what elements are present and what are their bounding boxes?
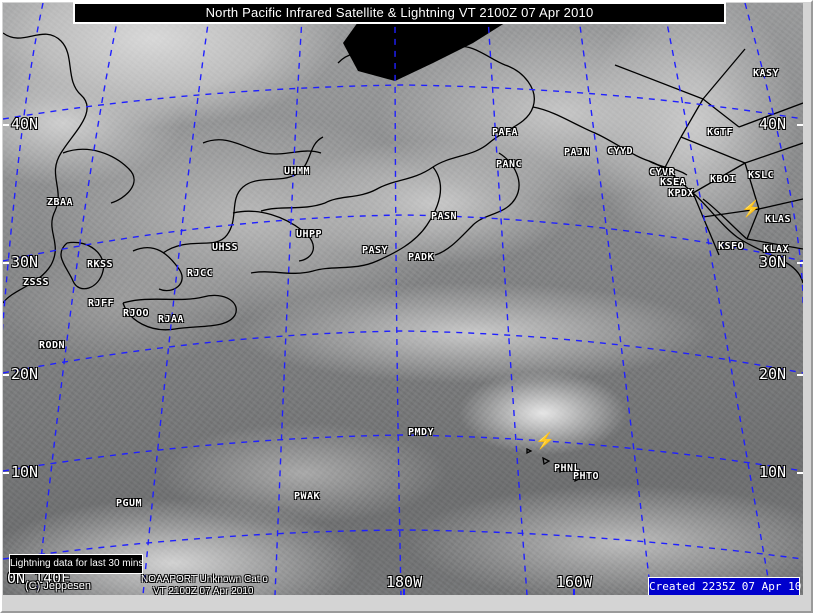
- graticule-tick-left: [3, 262, 9, 264]
- graticule-label-right-20n: 20N: [759, 365, 787, 383]
- graticule-label-left-40n: 40N: [11, 115, 39, 133]
- graticule-tick-bottom: [403, 589, 405, 595]
- graticule-overlay: [3, 3, 803, 595]
- graticule-label-right-30n: 30N: [759, 253, 787, 271]
- station-label-rjcc: RJCC: [187, 268, 214, 279]
- infrared-cloud-field: [3, 3, 803, 595]
- corner-coordinate-label: 0N 140E: [7, 569, 71, 587]
- coastline-overlay: [3, 32, 803, 483]
- lightning-bolt-icon: ⚡: [741, 201, 761, 218]
- copyright-label: (C) Jeppesen: [25, 580, 92, 592]
- station-label-rjaa: RJAA: [158, 314, 185, 325]
- station-label-zsss: ZSSS: [23, 277, 50, 288]
- station-label-uhpp: UHPP: [296, 229, 323, 240]
- station-label-klas: KLAS: [765, 214, 792, 225]
- station-label-ksea: KSEA: [660, 177, 687, 188]
- station-label-padk: PADK: [408, 252, 435, 263]
- station-label-phto: PHTO: [573, 471, 600, 482]
- graticule-label-bottom-160w: 160W: [556, 573, 593, 591]
- station-label-ksfo: KSFO: [718, 241, 745, 252]
- station-label-rkss: RKSS: [87, 259, 114, 270]
- graticule-tick-left: [3, 374, 9, 376]
- station-label-rjff: RJFF: [88, 298, 115, 309]
- station-label-pwak: PWAK: [294, 491, 321, 502]
- page-title: North Pacific Infrared Satellite & Light…: [73, 2, 726, 24]
- station-label-rodn: RODN: [39, 340, 66, 351]
- lightning-bolt-icon: ⚡: [535, 433, 555, 450]
- station-label-panc: PANC: [496, 159, 523, 170]
- infrared-pixel-texture: [3, 3, 803, 595]
- graticule-tick-right: [797, 262, 803, 264]
- lightning-legend-box: Lightning data for last 30 mins: [9, 554, 143, 574]
- station-label-uhmm: UHMM: [284, 166, 311, 177]
- created-timestamp-badge: Created 2235Z 07 Apr 10: [648, 577, 801, 595]
- graticule-label-left-30n: 30N: [11, 253, 39, 271]
- graticule-tick-left: [3, 472, 9, 474]
- graticule-label-right-10n: 10N: [759, 463, 787, 481]
- station-label-kgtf: KGTF: [707, 127, 734, 138]
- graticule-tick-bottom: [573, 589, 575, 595]
- station-label-kslc: KSLC: [748, 170, 775, 181]
- station-label-kpdx: KPDX: [668, 188, 695, 199]
- station-label-pasn: PASN: [431, 211, 458, 222]
- station-label-klax: KLAX: [763, 244, 790, 255]
- station-label-cyvr: CYVR: [649, 167, 676, 178]
- source-line-2: VT 2100Z 07 Apr 2010: [153, 586, 254, 595]
- graticule-label-left-20n: 20N: [11, 365, 39, 383]
- station-label-pajn: PAJN: [564, 147, 591, 158]
- station-label-zbaa: ZBAA: [47, 197, 74, 208]
- graticule-tick-right: [797, 374, 803, 376]
- station-label-phnl: PHNL: [554, 463, 581, 474]
- station-label-kboi: KBOI: [710, 174, 737, 185]
- graticule-label-right-40n: 40N: [759, 115, 787, 133]
- source-line-1: NOAAPORT Unknown Cat o: [141, 574, 268, 585]
- graticule-tick-right: [797, 124, 803, 126]
- station-label-rjoo: RJOO: [123, 308, 150, 319]
- station-label-pgum: PGUM: [116, 498, 143, 509]
- station-label-pmdy: PMDY: [408, 427, 435, 438]
- satellite-image-canvas[interactable]: KASY KGTF PAFA PANC PAJN CYYD CYVR KSEA KPDX KBOI…: [3, 3, 803, 595]
- graticule-tick-right: [797, 472, 803, 474]
- station-label-pafa: PAFA: [492, 127, 519, 138]
- station-label-uhss: UHSS: [212, 242, 239, 253]
- station-label-cyyd: CYYD: [607, 146, 634, 157]
- station-label-kasy: KASY: [753, 68, 780, 79]
- station-label-pasy: PASY: [362, 245, 389, 256]
- graticule-label-left-10n: 10N: [11, 463, 39, 481]
- graticule-tick-left: [3, 124, 9, 126]
- graticule-label-bottom-180w: 180W: [386, 573, 423, 591]
